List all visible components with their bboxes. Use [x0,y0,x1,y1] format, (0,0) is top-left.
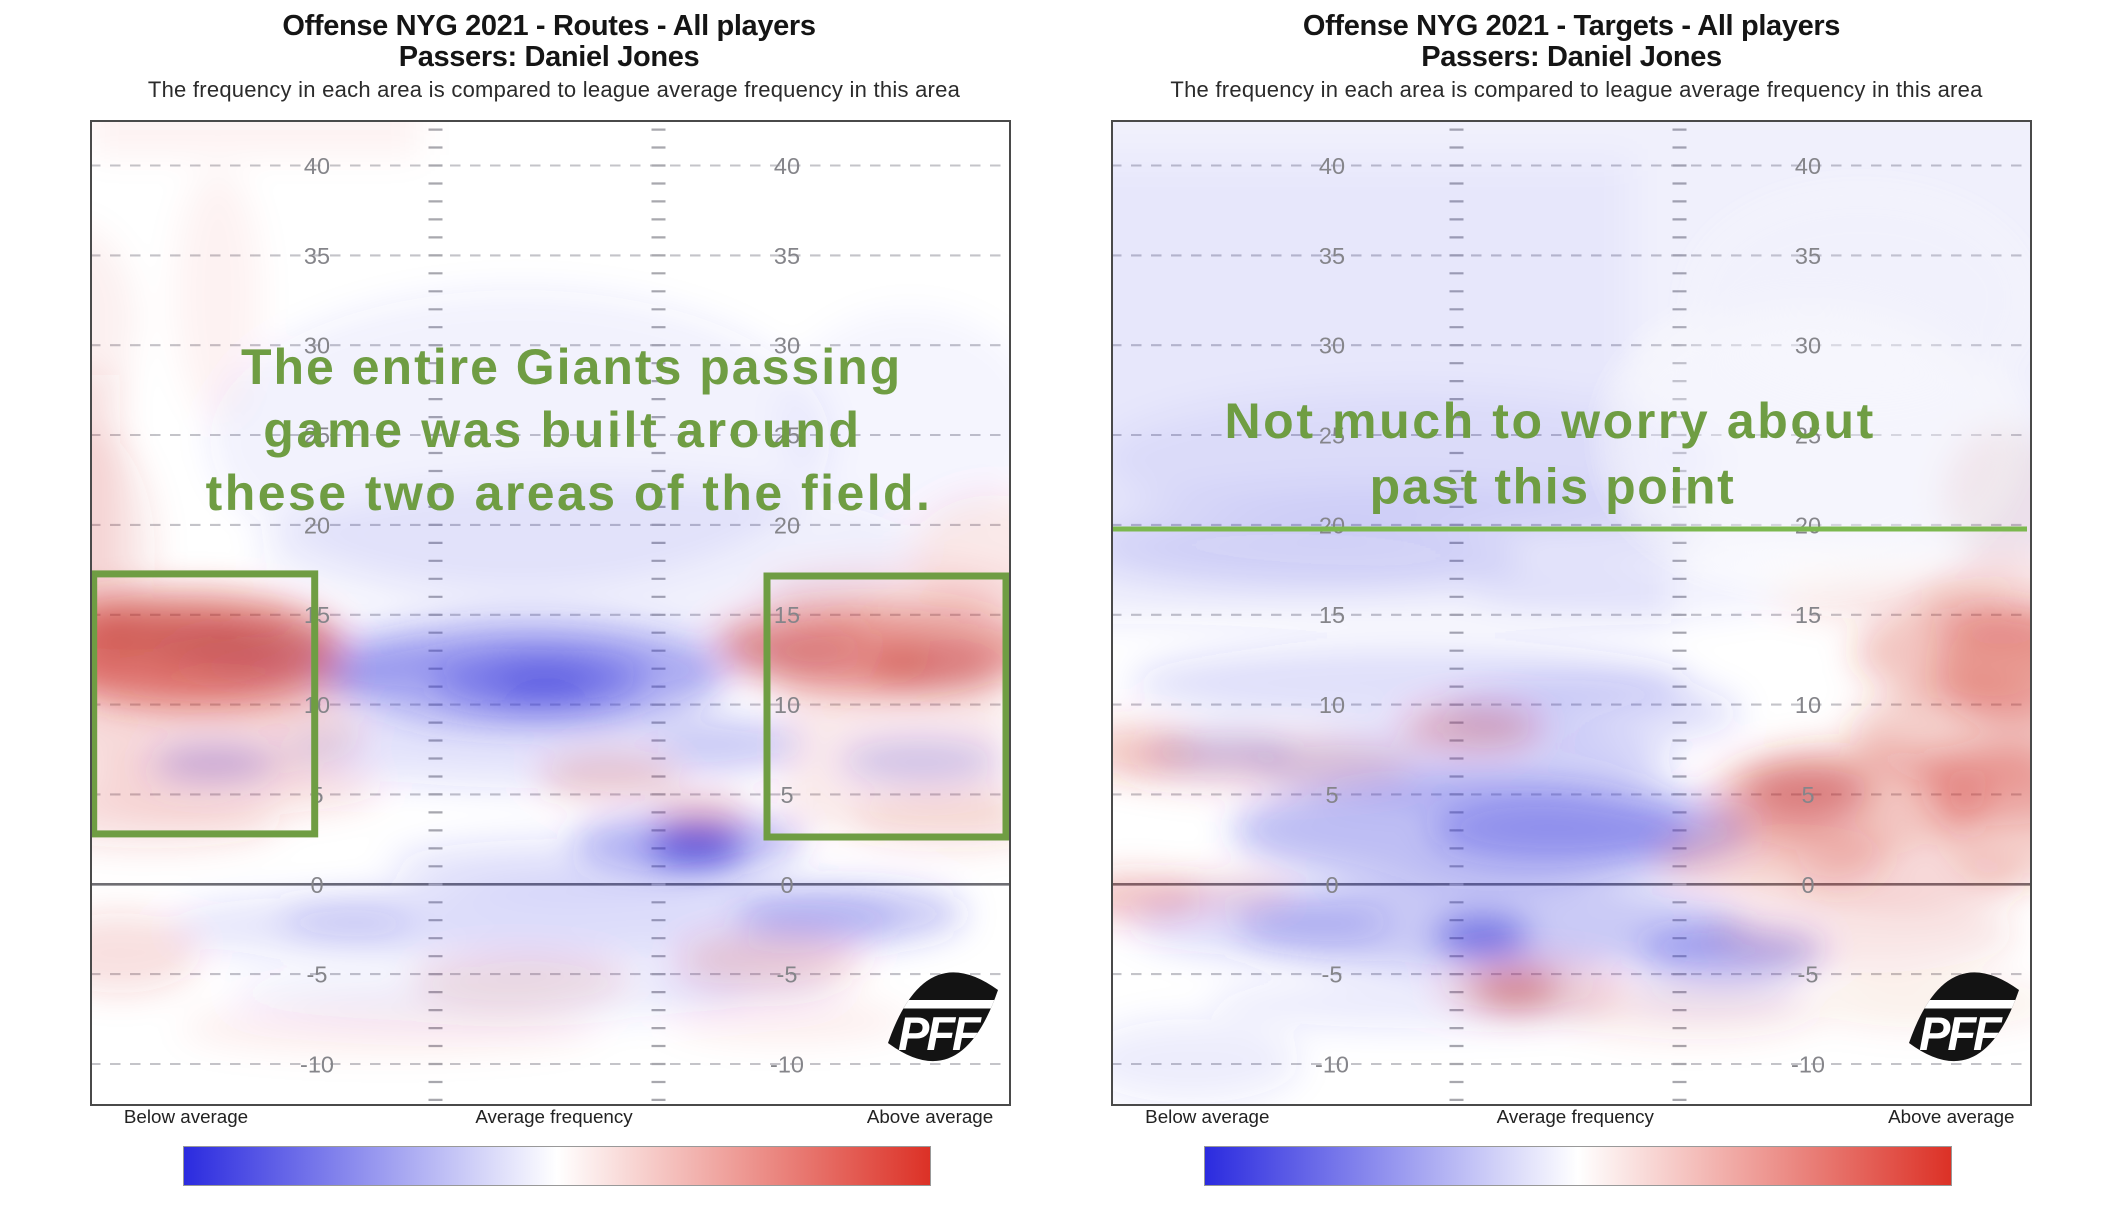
svg-text:25: 25 [304,423,330,449]
svg-text:0: 0 [1801,872,1814,898]
svg-text:-10: -10 [300,1052,334,1078]
svg-text:20: 20 [1795,512,1821,538]
svg-text:30: 30 [1319,333,1345,359]
svg-text:35: 35 [1319,243,1345,269]
svg-text:5: 5 [1801,782,1814,808]
svg-text:5: 5 [780,782,793,808]
svg-text:-5: -5 [777,962,798,988]
svg-text:30: 30 [1795,333,1821,359]
svg-text:-10: -10 [1315,1052,1349,1078]
svg-text:0: 0 [310,872,323,898]
svg-text:20: 20 [774,512,800,538]
svg-text:-5: -5 [1798,962,1819,988]
svg-text:15: 15 [1319,602,1345,628]
svg-text:these two areas of the field.: these two areas of the field. [206,465,933,521]
svg-text:30: 30 [304,333,330,359]
svg-text:game was built around: game was built around [263,402,861,458]
svg-text:40: 40 [1795,153,1821,179]
svg-text:20: 20 [304,512,330,538]
svg-text:0: 0 [1325,872,1338,898]
svg-text:25: 25 [1319,423,1345,449]
svg-text:-5: -5 [307,962,328,988]
svg-text:-5: -5 [1322,962,1343,988]
svg-text:The entire Giants passing: The entire Giants passing [241,339,902,395]
svg-text:5: 5 [1325,782,1338,808]
svg-text:40: 40 [304,153,330,179]
svg-text:35: 35 [1795,243,1821,269]
svg-text:25: 25 [1795,423,1821,449]
svg-text:35: 35 [774,243,800,269]
svg-text:20: 20 [1319,512,1345,538]
svg-text:Not much to worry about: Not much to worry about [1224,393,1875,449]
svg-text:past this point: past this point [1370,459,1736,515]
svg-text:10: 10 [774,692,800,718]
svg-text:10: 10 [1795,692,1821,718]
svg-text:40: 40 [1319,153,1345,179]
svg-text:15: 15 [1795,602,1821,628]
svg-text:35: 35 [304,243,330,269]
svg-text:10: 10 [1319,692,1345,718]
svg-text:15: 15 [774,602,800,628]
svg-text:25: 25 [774,423,800,449]
svg-text:-10: -10 [1791,1052,1825,1078]
svg-text:40: 40 [774,153,800,179]
svg-text:-10: -10 [770,1052,804,1078]
svg-text:0: 0 [780,872,793,898]
svg-text:30: 30 [774,333,800,359]
